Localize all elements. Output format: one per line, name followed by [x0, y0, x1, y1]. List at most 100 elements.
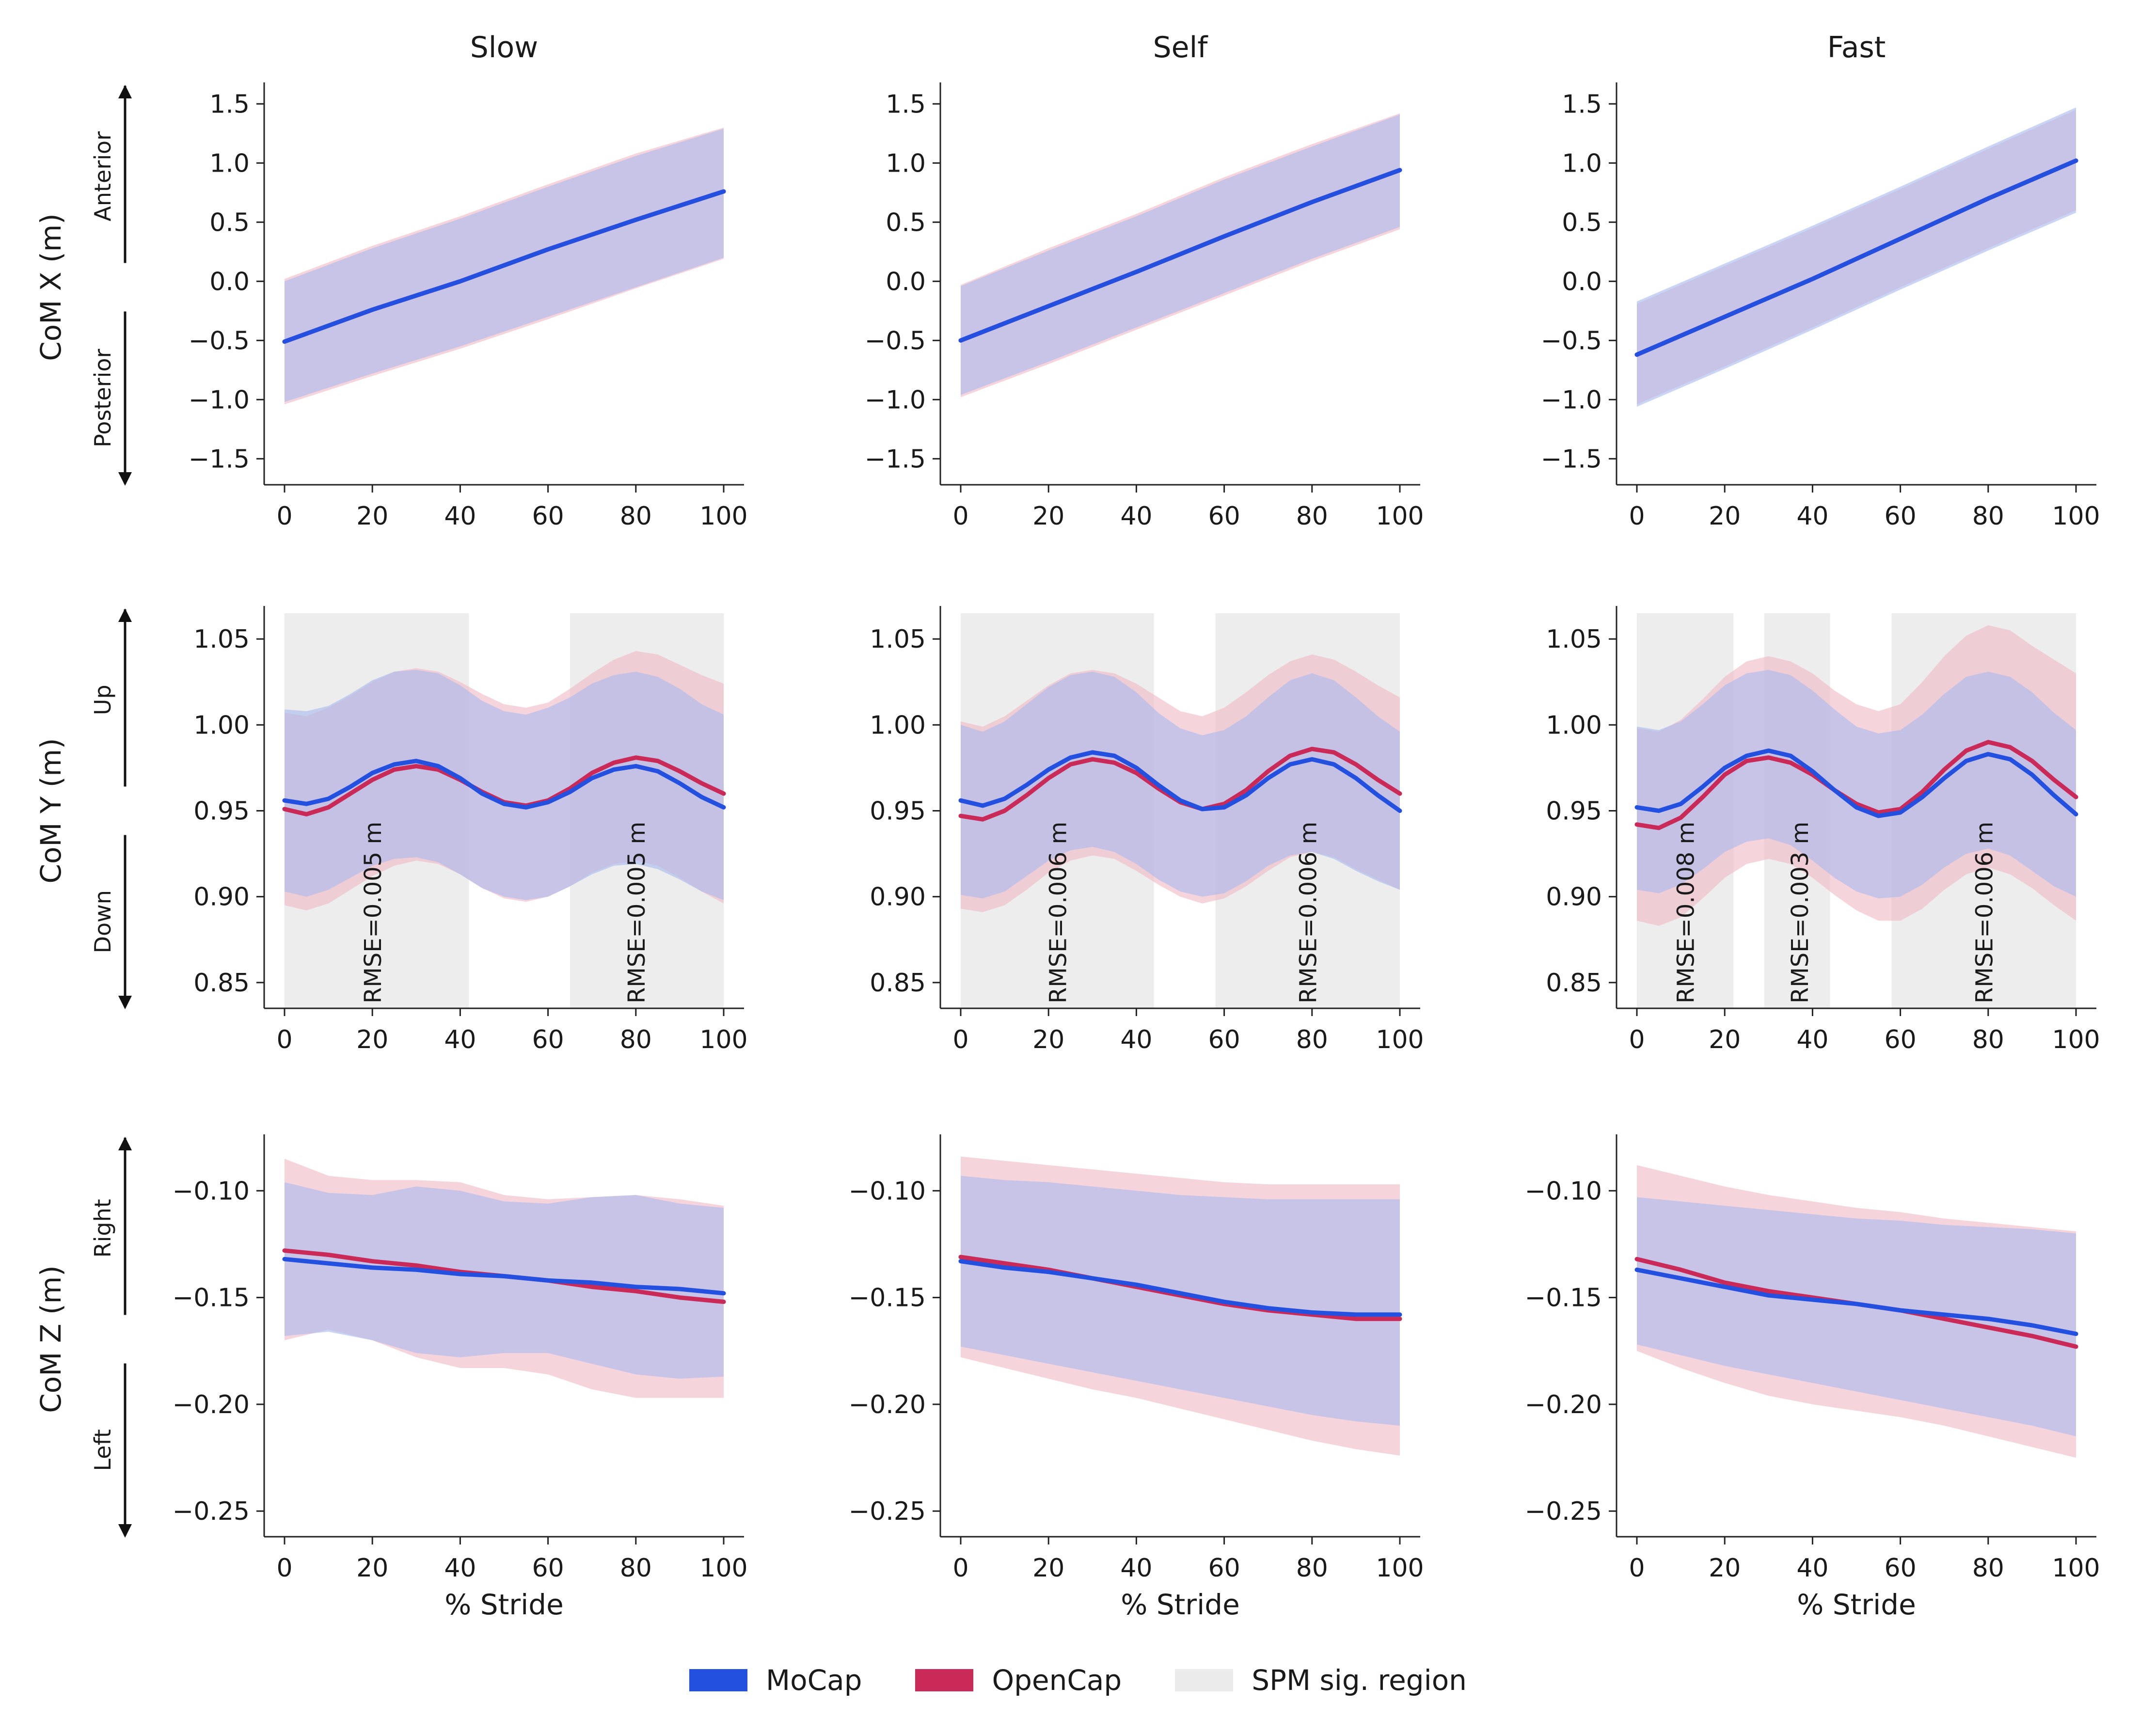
y-tick-label: 1.0: [886, 149, 926, 178]
y-tick-label: 0.0: [1562, 267, 1602, 296]
panel-2-0: −0.25 −0.20 −0.15 −0.10 0 20 40 60 80 100 % Stride…: [34, 1134, 748, 1621]
legend-label-opencap: OpenCap: [992, 1664, 1122, 1697]
band-mocap: [285, 669, 724, 900]
x-tick-label: 20: [1709, 502, 1741, 531]
x-tick-label: 80: [1972, 1554, 2004, 1583]
panel-0-0: −1.5 −1.0 −0.5 0.0 0.5 1.0 1.5 0 20 40 60 80 100 Slow…: [34, 31, 748, 531]
x-tick-label: 60: [1208, 1025, 1240, 1054]
direction-label-down: Down: [90, 890, 116, 953]
y-tick-label: −0.25: [173, 1497, 250, 1526]
panel-2-2: −0.25 −0.20 −0.15 −0.10 0 20 40 60 80 100 % Stride: [1525, 1134, 2100, 1621]
x-axis-label: % Stride: [444, 1588, 564, 1621]
x-tick-label: 40: [1120, 1554, 1152, 1583]
x-tick-label: 40: [1796, 1554, 1828, 1583]
x-tick-label: 20: [1032, 1554, 1064, 1583]
rmse-annotation: RMSE=0.005 m: [623, 822, 650, 1003]
column-title: Slow: [470, 31, 539, 64]
legend-item-opencap: OpenCap: [915, 1664, 1122, 1697]
y-axis-label: CoM Y (m): [34, 738, 67, 883]
x-tick-label: 80: [1296, 1025, 1328, 1054]
y-tick-label: 0.95: [1546, 797, 1602, 826]
x-tick-label: 0: [1629, 1554, 1645, 1583]
y-tick-label: −0.15: [173, 1284, 250, 1313]
rmse-annotation: RMSE=0.008 m: [1673, 822, 1700, 1003]
y-tick-label: 1.0: [209, 149, 250, 178]
y-tick-label: −0.25: [849, 1497, 926, 1526]
y-tick-label: −0.20: [849, 1390, 926, 1419]
y-axis-label: CoM Z (m): [34, 1265, 67, 1413]
arrow-head-down: [118, 1524, 132, 1538]
x-tick-label: 100: [699, 1554, 747, 1583]
x-tick-label: 40: [444, 1025, 476, 1054]
x-tick-label: 0: [1629, 1025, 1645, 1054]
panel-0-1: −1.5 −1.0 −0.5 0.0 0.5 1.0 1.5 0 20 40 60 80 100 Self: [865, 31, 1424, 531]
x-tick-label: 0: [952, 502, 968, 531]
direction-label-down: Posterior: [90, 349, 116, 447]
arrow-head-up: [118, 1137, 132, 1150]
x-tick-label: 0: [276, 1025, 292, 1054]
line-mocap: [1634, 158, 2078, 357]
x-tick-label: 60: [1885, 1554, 1917, 1583]
line-mocap: [282, 1257, 726, 1296]
y-tick-label: −0.10: [1525, 1177, 1602, 1206]
x-tick-label: 100: [1376, 502, 1424, 531]
y-tick-label: −1.0: [1541, 385, 1602, 414]
rmse-annotation: RMSE=0.006 m: [1295, 822, 1322, 1003]
x-tick-label: 20: [356, 1554, 388, 1583]
y-tick-label: 0.5: [886, 208, 926, 237]
x-tick-label: 40: [1120, 1025, 1152, 1054]
x-tick-label: 20: [1709, 1554, 1741, 1583]
panel-0-2: −1.5 −1.0 −0.5 0.0 0.5 1.0 1.5 0 20 40 60 80 100 Fast: [1541, 31, 2100, 531]
x-axis-label: % Stride: [1797, 1588, 1916, 1621]
y-tick-label: −0.5: [1541, 326, 1602, 355]
y-tick-label: −0.20: [1525, 1390, 1602, 1419]
legend: MoCap OpenCap SPM sig. region: [0, 1664, 2156, 1697]
y-tick-label: 0.90: [193, 883, 250, 912]
x-tick-label: 80: [620, 502, 652, 531]
y-tick-label: 0.90: [870, 883, 926, 912]
y-tick-label: −0.25: [1525, 1497, 1602, 1526]
x-tick-label: 80: [1296, 1554, 1328, 1583]
y-tick-label: 1.5: [886, 90, 926, 119]
x-tick-label: 80: [620, 1554, 652, 1583]
y-tick-label: −0.10: [849, 1177, 926, 1206]
legend-item-mocap: MoCap: [689, 1664, 862, 1697]
x-tick-label: 80: [1972, 502, 2004, 531]
x-tick-label: 40: [1796, 502, 1828, 531]
y-tick-label: 1.5: [209, 90, 250, 119]
y-tick-label: 0.0: [209, 267, 250, 296]
y-tick-label: 1.05: [1546, 625, 1602, 654]
direction-label-down: Left: [90, 1429, 116, 1471]
y-tick-label: 1.00: [870, 711, 926, 740]
y-tick-label: 0.0: [886, 267, 926, 296]
panel-2-1: −0.25 −0.20 −0.15 −0.10 0 20 40 60 80 100 % Stride: [849, 1134, 1424, 1621]
direction-label-up: Up: [90, 684, 116, 715]
line-mocap: [958, 168, 1402, 343]
arrow-head-down: [118, 996, 132, 1009]
legend-swatch-mocap: [689, 1669, 748, 1691]
y-tick-label: 0.90: [1546, 883, 1602, 912]
arrow-head-up: [118, 85, 132, 98]
x-tick-label: 80: [1296, 502, 1328, 531]
y-tick-label: 1.0: [1562, 149, 1602, 178]
line-mocap: [1634, 1267, 2078, 1336]
y-tick-label: −1.0: [189, 385, 250, 414]
y-tick-label: 0.85: [1546, 969, 1602, 998]
band-mocap: [285, 1182, 724, 1379]
y-tick-label: 1.5: [1562, 90, 1602, 119]
line-mocap: [1634, 748, 2078, 818]
legend-swatch-opencap: [915, 1669, 974, 1691]
band-mocap: [961, 671, 1400, 899]
y-tick-label: −0.15: [1525, 1284, 1602, 1313]
x-tick-label: 0: [952, 1554, 968, 1583]
x-tick-label: 100: [699, 1025, 747, 1054]
arrow-head-up: [118, 608, 132, 622]
x-tick-label: 60: [1885, 502, 1917, 531]
band-mocap: [1637, 669, 2076, 899]
panel-1-1: RMSE=0.006 m RMSE=0.006 m 0.85 0.90 0.95 1.00…: [870, 606, 1424, 1054]
y-tick-label: −1.5: [189, 445, 250, 474]
x-tick-label: 100: [1376, 1554, 1424, 1583]
y-tick-label: −0.5: [189, 326, 250, 355]
y-tick-label: 0.85: [193, 969, 250, 998]
x-tick-label: 60: [1885, 1025, 1917, 1054]
